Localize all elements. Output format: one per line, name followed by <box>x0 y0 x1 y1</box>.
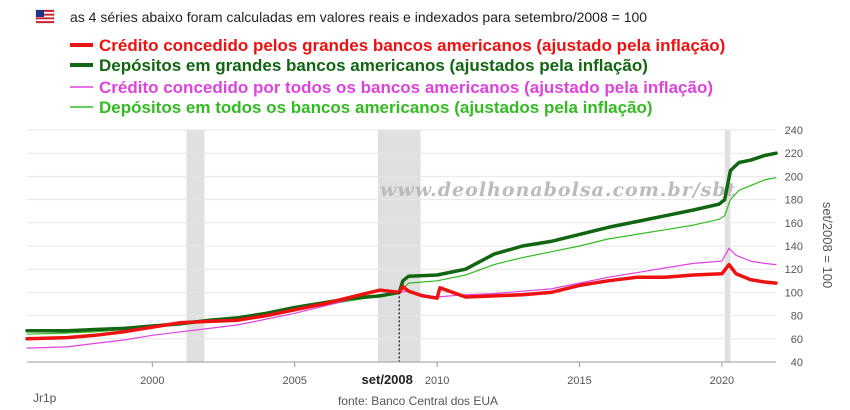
watermark: www.deolhonabolsa.com.br/sbt <box>380 179 736 201</box>
y-tick-label-180: 180 <box>785 195 803 207</box>
x-tick-label-2005: 2005 <box>282 375 306 387</box>
legend-label-depositos-grandes: Depósitos em grandes bancos americanos (… <box>99 56 648 75</box>
y-tick-label-240: 240 <box>785 125 803 137</box>
series-lines <box>25 151 778 349</box>
y-tick-label-220: 220 <box>785 148 803 160</box>
legend-label-credito-grandes: Crédito concedido pelos grandes bancos a… <box>99 36 725 55</box>
legend: Crédito concedido pelos grandes bancos a… <box>70 36 725 117</box>
us-flag-icon <box>35 9 55 24</box>
y-tick-label-160: 160 <box>785 218 803 230</box>
corner-label: Jr1p <box>33 391 57 405</box>
header-note: as 4 séries abaixo foram calculadas em v… <box>70 9 647 25</box>
y-tick-label-140: 140 <box>785 241 803 253</box>
x-tick-label-2010: 2010 <box>425 375 449 387</box>
highlight-label: set/2008 <box>362 372 413 387</box>
y-axis-label: set/2008 = 100 <box>820 202 835 288</box>
x-tick-label-2015: 2015 <box>567 375 591 387</box>
y-axis-ticks: 40 60 80 100 120 140 160 180 200 220 240 <box>785 125 803 369</box>
y-tick-label-40: 40 <box>791 357 803 369</box>
y-tick-label-200: 200 <box>785 171 803 183</box>
series-line-credito-grandes <box>25 262 778 341</box>
x-tick-label-2020: 2020 <box>710 375 734 387</box>
y-tick-label-80: 80 <box>791 311 803 323</box>
y-tick-label-100: 100 <box>785 287 803 299</box>
y-tick-label-60: 60 <box>791 334 803 346</box>
y-tick-label-120: 120 <box>785 264 803 276</box>
source-label: fonte: Banco Central dos EUA <box>338 394 498 408</box>
legend-label-depositos-todos: Depósitos em todos os bancos americanos … <box>99 98 653 117</box>
legend-label-credito-todos: Crédito concedido por todos os bancos am… <box>99 78 713 97</box>
x-axis-ticks: 2000 2005 2010 2015 2020 <box>140 362 734 387</box>
x-tick-label-2000: 2000 <box>140 375 164 387</box>
